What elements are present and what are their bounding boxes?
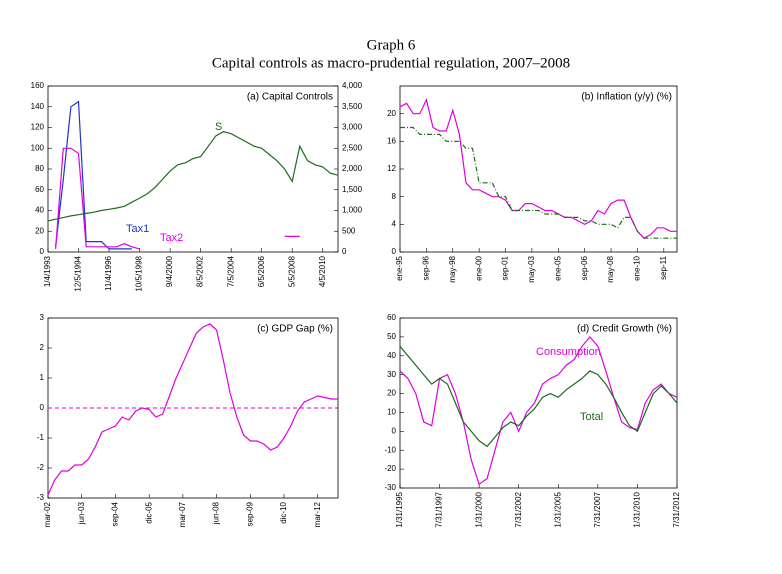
panel-title: (a) Capital Controls xyxy=(247,92,333,103)
y-tick-label: 2 xyxy=(40,343,45,352)
y2-tick-label: 4,000 xyxy=(342,81,363,90)
x-tick-label: 10/5/1998 xyxy=(135,255,144,291)
y-tick-label: 160 xyxy=(31,81,45,90)
series-label: Tax1 xyxy=(126,223,149,235)
y-tick-label: 4 xyxy=(392,219,397,228)
y2-tick-label: 1,000 xyxy=(342,206,363,215)
series-label: Consumption xyxy=(536,346,601,358)
x-tick-label: 7/31/2002 xyxy=(514,491,523,527)
x-tick-label: sep-09 xyxy=(245,501,254,526)
x-tick-label: 8/5/2002 xyxy=(196,255,205,287)
y2-tick-label: 500 xyxy=(342,226,356,235)
x-tick-label: 4/5/2010 xyxy=(318,255,327,287)
series-line xyxy=(55,147,300,250)
x-tick-label: jun-03 xyxy=(77,501,86,525)
y-tick-label: 12 xyxy=(387,164,396,173)
y2-tick-label: 0 xyxy=(342,247,347,256)
x-tick-label: 1/31/1995 xyxy=(395,491,404,527)
x-tick-label: ene-10 xyxy=(633,255,642,280)
x-tick-label: sep-01 xyxy=(501,255,510,280)
x-tick-label: sep-11 xyxy=(659,255,668,279)
y-tick-label: 0 xyxy=(392,426,397,435)
y2-tick-label: 2,000 xyxy=(342,164,363,173)
y-tick-label: 3 xyxy=(40,313,45,322)
x-tick-label: 11/4/1996 xyxy=(104,255,113,291)
x-tick-label: 9/4/2000 xyxy=(165,255,174,287)
x-tick-label: dic-10 xyxy=(279,501,288,523)
series-line xyxy=(47,131,339,222)
x-tick-label: 1/31/2005 xyxy=(553,491,562,527)
series-label: Total xyxy=(580,411,603,423)
y2-tick-label: 3,000 xyxy=(342,123,363,132)
x-tick-label: mar-12 xyxy=(313,501,322,527)
y-tick-label: 8 xyxy=(392,192,397,201)
x-tick-label: 1/31/2000 xyxy=(474,491,483,527)
y-tick-label: 60 xyxy=(387,313,396,322)
y-tick-label: 50 xyxy=(387,332,396,341)
x-tick-label: 5/5/2008 xyxy=(287,255,296,287)
y-tick-label: -1 xyxy=(37,433,45,442)
y-tick-label: 20 xyxy=(387,389,396,398)
series-label: S xyxy=(215,121,222,133)
x-tick-label: 7/31/1997 xyxy=(435,491,444,527)
x-tick-label: 12/5/1994 xyxy=(74,255,83,291)
x-tick-label: may-03 xyxy=(527,255,536,282)
y-tick-label: 1 xyxy=(40,373,45,382)
x-tick-label: 7/31/2007 xyxy=(593,491,602,527)
series-line xyxy=(47,323,338,496)
x-tick-label: ene-95 xyxy=(395,255,404,280)
y-tick-label: 30 xyxy=(387,370,396,379)
y-tick-label: 0 xyxy=(40,403,45,412)
x-tick-label: may-08 xyxy=(606,255,615,282)
panel-title: (c) GDP Gap (%) xyxy=(257,324,333,335)
series-label: Tax2 xyxy=(160,232,183,244)
series-line xyxy=(399,98,677,239)
y-tick-label: 0 xyxy=(392,247,397,256)
x-tick-label: 1/31/2010 xyxy=(633,491,642,527)
series-line xyxy=(399,345,678,448)
panel-title: (d) Credit Growth (%) xyxy=(577,324,672,335)
y-tick-label: 20 xyxy=(387,109,396,118)
x-tick-label: 6/5/2006 xyxy=(257,255,266,287)
y-tick-label: -3 xyxy=(37,493,45,502)
x-tick-label: mar-07 xyxy=(178,501,187,527)
series-line xyxy=(399,335,678,486)
y-tick-label: 120 xyxy=(31,123,45,132)
x-tick-label: 7/5/2004 xyxy=(226,255,235,287)
y-tick-label: 0 xyxy=(40,247,45,256)
y-tick-label: -20 xyxy=(384,464,396,473)
x-tick-label: may-98 xyxy=(448,255,457,282)
series-line xyxy=(55,100,132,250)
y2-tick-label: 2,500 xyxy=(342,143,363,152)
x-tick-label: ene-05 xyxy=(553,255,562,280)
figure-subtitle: Capital controls as macro-prudential reg… xyxy=(212,55,570,71)
y-tick-label: 10 xyxy=(387,408,396,417)
y-tick-label: 16 xyxy=(387,136,396,145)
y2-tick-label: 3,500 xyxy=(342,102,363,111)
figure-title: Graph 6 xyxy=(367,37,416,53)
x-tick-label: 1/4/1993 xyxy=(43,255,52,287)
x-tick-label: sep-06 xyxy=(580,255,589,280)
y-tick-label: 20 xyxy=(35,226,44,235)
y-tick-label: 100 xyxy=(31,143,45,152)
x-tick-label: 7/31/2012 xyxy=(672,491,681,527)
x-tick-label: dic-05 xyxy=(144,501,153,523)
y-tick-label: -30 xyxy=(384,483,396,492)
y-tick-label: -10 xyxy=(384,445,396,454)
series-line xyxy=(400,126,677,239)
x-tick-label: jun-08 xyxy=(212,501,221,525)
x-tick-label: sep-96 xyxy=(421,255,430,280)
x-tick-label: ene-00 xyxy=(474,255,483,280)
x-tick-label: sep-04 xyxy=(111,501,120,526)
x-tick-label: mar-02 xyxy=(43,501,52,527)
y-tick-label: 60 xyxy=(35,185,44,194)
y-tick-label: 40 xyxy=(35,206,44,215)
panel-title: (b) Inflation (y/y) (%) xyxy=(581,92,672,103)
y-tick-label: 140 xyxy=(31,102,45,111)
y-tick-label: 40 xyxy=(387,351,396,360)
y-tick-label: 80 xyxy=(35,164,44,173)
y2-tick-label: 1,500 xyxy=(342,185,363,194)
y-tick-label: -2 xyxy=(37,463,45,472)
